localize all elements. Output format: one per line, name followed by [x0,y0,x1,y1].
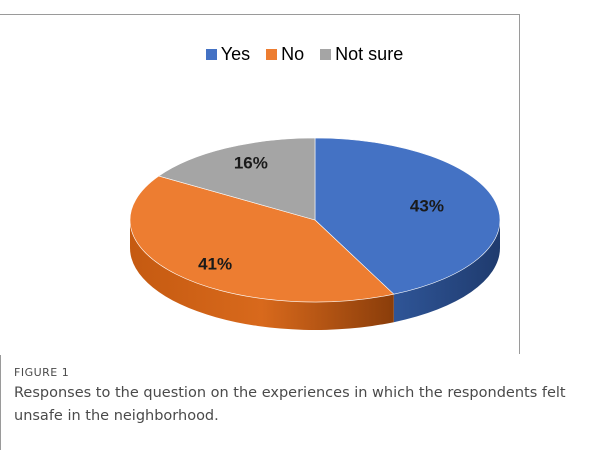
caption-left-rule [0,355,1,450]
legend-entry-not-sure: Not sure [320,44,403,65]
legend-entry-yes: Yes [205,44,251,65]
legend-swatch [205,49,217,60]
legend-swatch [320,49,332,60]
chart-frame [0,14,520,354]
figure-label: FIGURE 1 [14,366,70,379]
pie-tops [129,137,501,303]
pie-side-no [130,220,394,330]
pie-label-no: 41% [198,255,232,274]
legend-entry-no: No [266,44,304,65]
pie-slice-no [129,175,395,303]
legend-label: No [281,44,305,64]
pie-chart: 43% 41% 16% [129,137,501,330]
pie-slice-not-sure [158,137,316,221]
legend-label: Not sure [335,44,404,64]
pie-label-not-sure: 16% [234,154,268,173]
figure-caption: Responses to the question on the experie… [14,385,566,424]
pie-side-yes [393,220,501,323]
pie-sides [130,220,501,330]
legend: Yes No Not sure [0,44,609,65]
pie-label-yes: 43% [410,196,444,215]
legend-swatch [266,49,278,60]
pie-slice-yes [314,137,501,295]
pie-labels: 43% 41% 16% [198,154,444,274]
legend-label: Yes [220,44,251,64]
